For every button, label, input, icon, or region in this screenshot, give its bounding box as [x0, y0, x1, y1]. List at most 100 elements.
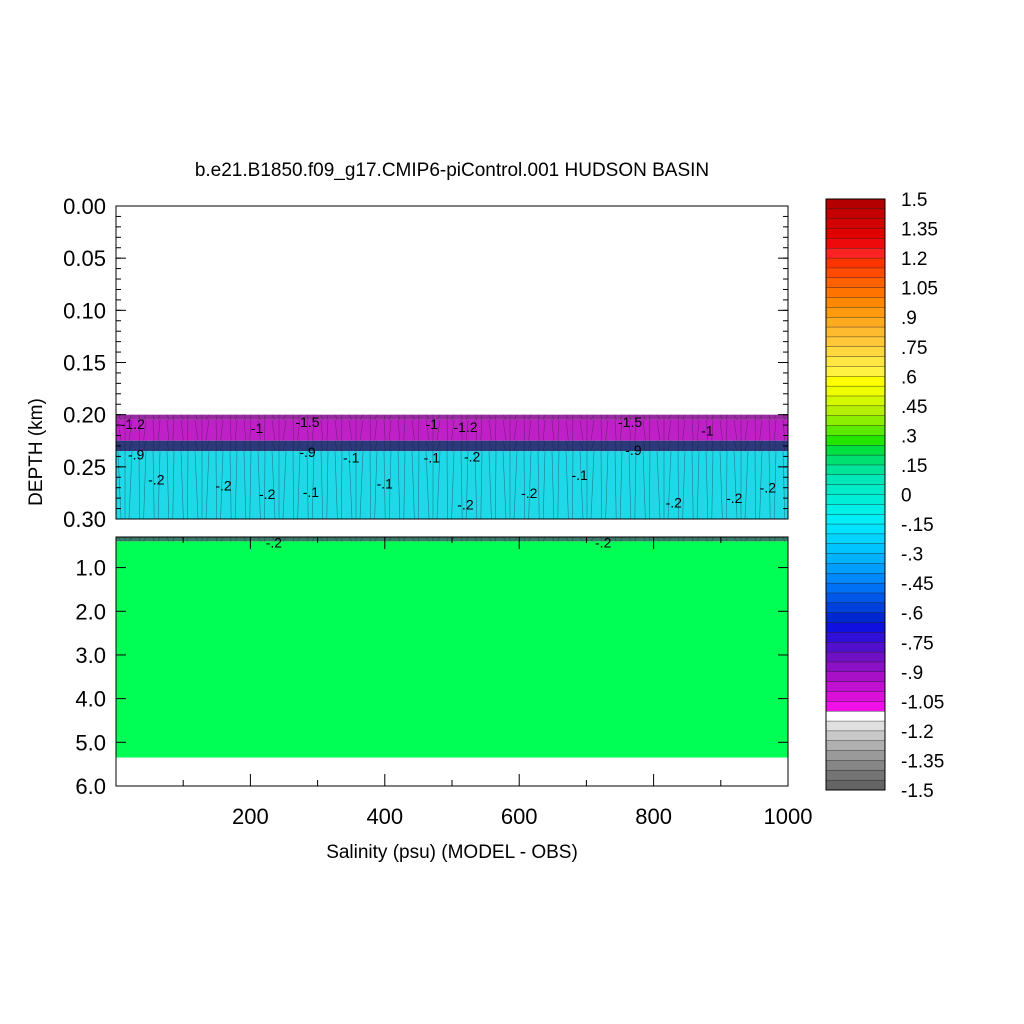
colorbar-label-17: -1.05 — [901, 692, 944, 713]
texture-streak — [359, 451, 364, 520]
texture-streak — [465, 536, 469, 542]
colorbar-label-0: 1.5 — [901, 190, 927, 211]
texture-streak — [768, 451, 771, 520]
texture-streak — [502, 440, 507, 452]
texture-streak — [495, 419, 497, 441]
texture-streak — [306, 536, 309, 542]
lower-y-tick-label-0: 1.0 — [75, 556, 106, 581]
colorbar-swatch — [825, 681, 886, 693]
texture-streak — [696, 419, 700, 441]
texture-streak — [480, 451, 483, 520]
texture-streak — [754, 414, 756, 420]
texture-streak — [383, 440, 386, 452]
colorbar-swatch — [825, 701, 886, 712]
texture-streak — [143, 536, 147, 542]
upper-contour-label-16: -.1 — [303, 484, 320, 500]
texture-streak — [388, 536, 392, 542]
texture-streak — [334, 419, 338, 441]
texture-streak — [369, 536, 371, 542]
texture-streak — [128, 414, 133, 421]
texture-streak — [705, 440, 709, 452]
texture-streak — [465, 419, 469, 441]
upper-y-tick-label-1: 0.05 — [63, 246, 106, 271]
texture-streak — [143, 419, 147, 441]
texture-streak — [205, 451, 210, 520]
upper-y-tick-label-5: 0.25 — [63, 455, 106, 480]
texture-streak — [117, 536, 122, 542]
texture-streak — [480, 536, 483, 542]
texture-streak — [705, 419, 709, 441]
colorbar-swatch — [825, 336, 886, 348]
texture-streak — [348, 440, 353, 452]
texture-streak — [320, 451, 324, 520]
texture-streak — [152, 536, 155, 542]
texture-streak — [628, 440, 632, 452]
colorbar-swatch — [825, 238, 886, 249]
texture-streak — [605, 440, 609, 452]
texture-streak — [600, 419, 602, 441]
texture-streak — [523, 451, 525, 520]
texture-streak — [326, 419, 329, 441]
texture-streak — [157, 419, 161, 441]
texture-streak — [551, 440, 555, 452]
colorbar-swatch — [825, 504, 886, 515]
colorbar-label-8: .3 — [901, 426, 917, 447]
texture-streak — [733, 536, 738, 542]
texture-streak — [359, 414, 364, 421]
texture-streak — [451, 440, 455, 452]
upper-band-0 — [116, 206, 788, 415]
texture-streak — [215, 414, 217, 420]
texture-streak — [411, 440, 415, 452]
texture-streak — [403, 440, 406, 452]
upper-contour-label-0: -1.2 — [121, 416, 145, 432]
colorbar-swatch — [825, 277, 886, 289]
texture-streak — [579, 440, 584, 452]
texture-streak — [243, 536, 247, 542]
texture-streak — [306, 451, 309, 520]
texture-streak — [642, 414, 646, 421]
texture-streak — [726, 414, 728, 420]
texture-streak — [642, 536, 646, 542]
texture-streak — [557, 536, 560, 542]
texture-streak — [711, 451, 714, 520]
texture-streak — [782, 419, 786, 441]
colorbar-swatch — [825, 642, 886, 653]
colorbar-label-16: -.9 — [901, 663, 923, 684]
texture-streak — [590, 451, 595, 520]
texture-streak — [719, 419, 723, 441]
colorbar-frame — [825, 198, 886, 791]
lower-y-tick-label-3: 4.0 — [75, 687, 106, 712]
x-tick-label-2: 600 — [501, 804, 538, 829]
texture-streak — [488, 536, 492, 542]
texture-streak — [502, 451, 507, 520]
texture-streak — [634, 440, 637, 452]
texture-streak — [495, 536, 497, 542]
texture-streak — [388, 419, 392, 441]
texture-streak — [220, 419, 224, 441]
texture-streak — [374, 419, 378, 441]
lower-band-texture-0 — [117, 536, 786, 542]
texture-streak — [418, 451, 420, 520]
colorbar-swatch — [825, 514, 886, 525]
texture-streak — [557, 451, 560, 520]
texture-streak — [733, 414, 738, 421]
texture-streak — [614, 451, 617, 520]
colorbar-swatch — [825, 435, 886, 446]
texture-streak — [249, 414, 252, 420]
texture-streak — [691, 414, 694, 420]
texture-streak — [172, 414, 175, 420]
texture-streak — [138, 451, 140, 520]
texture-streak — [474, 451, 478, 520]
texture-streak — [782, 451, 786, 520]
texture-streak — [754, 440, 756, 452]
texture-streak — [523, 536, 525, 542]
texture-streak — [600, 440, 602, 452]
texture-streak — [257, 414, 261, 421]
colorbar-label-12: -.3 — [901, 545, 923, 566]
texture-streak — [726, 536, 728, 542]
texture-streak — [180, 451, 184, 520]
texture-streak — [628, 419, 632, 441]
texture-streak — [667, 536, 672, 542]
texture-streak — [172, 451, 175, 520]
